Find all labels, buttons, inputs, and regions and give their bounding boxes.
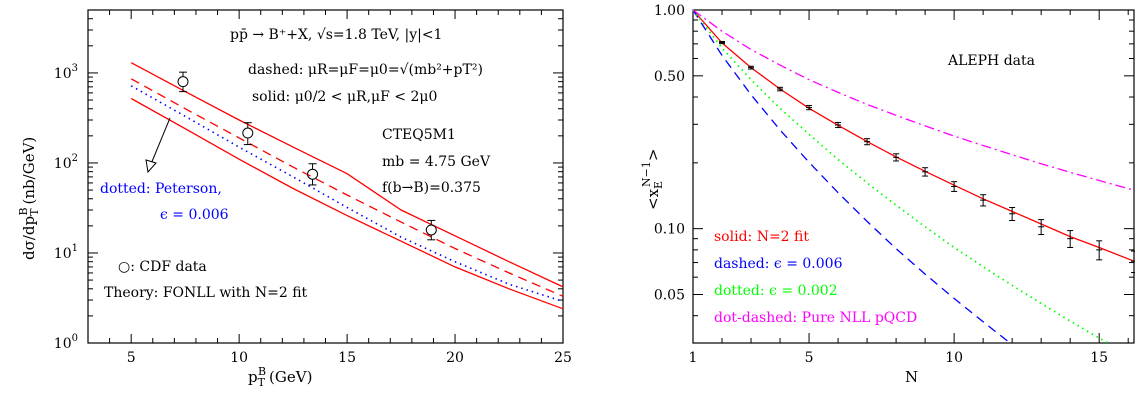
left-panel: 5 10 15 20 25 100 101 102 103 pTB (GeV) dσ/dpTB(n… — [17, 9, 572, 389]
right-panel: 1 5 10 151.000.500.100.05 N <xEN−1> ALEPH d… — [640, 3, 1135, 386]
left-process-text: pp̄ → B⁺+X, √s=1.8 TeV, |y|<1 — [230, 27, 442, 43]
right-plot-frame — [692, 9, 1135, 344]
left-theory-text: Theory: FONLL with N=2 fit — [104, 285, 308, 301]
left-cdf-text: ○: CDF data — [118, 259, 207, 275]
right-x-tick-label: 1 — [689, 350, 698, 366]
right-curve-dashed — [692, 9, 1011, 344]
left-dotted-label-2: ϵ = 0.006 — [160, 207, 229, 223]
right-curve-dotted — [692, 9, 1109, 344]
left-curves — [130, 62, 564, 310]
left-solid-text: solid: μ0/2 < μR,μF < 2μ0 — [252, 89, 437, 105]
left-curve-dotted-3 — [130, 85, 564, 303]
right-aleph-text: ALEPH data — [947, 53, 1035, 69]
right-legend-solid: solid: N=2 fit — [714, 229, 809, 245]
left-pdf-text: CTEQ5M1 — [382, 127, 456, 143]
left-dashed-text: dashed: μR=μF=μ0=√(mb²+pT²) — [248, 62, 483, 78]
right-y-tick-label: 1.00 — [654, 3, 685, 19]
left-axis-ticks: 5 10 15 20 25 100 101 102 103 — [54, 9, 572, 366]
left-y-tick-label: 100 — [54, 333, 78, 352]
right-x-tick-label: 10 — [945, 350, 963, 366]
right-legend-dotted: dotted: ϵ = 0.002 — [714, 283, 838, 299]
left-y-tick-label: 102 — [54, 153, 78, 172]
right-axis-ticks: 1 5 10 151.000.500.100.05 — [654, 3, 1134, 366]
right-y-tick-label: 0.50 — [654, 69, 685, 85]
left-curve-solid-0 — [130, 62, 564, 288]
left-x-tick-label: 15 — [338, 350, 356, 366]
left-x-tick-label: 25 — [554, 350, 572, 366]
left-data-point — [242, 127, 254, 139]
right-ylabel: <xEN−1> — [640, 149, 665, 210]
right-legend-dotdashed: dot-dashed: Pure NLL pQCD — [714, 310, 917, 326]
left-frag-text: f(b→B)=0.375 — [382, 180, 481, 196]
left-x-tick-label: 20 — [446, 350, 464, 366]
left-xlabel: pTB (GeV) — [248, 365, 312, 389]
left-data-point — [425, 224, 437, 236]
right-curve-solid — [692, 9, 1135, 262]
left-x-tick-label: 10 — [230, 350, 248, 366]
left-curve-dashed-1 — [130, 78, 564, 297]
right-data-points — [719, 40, 1135, 274]
left-curve-solid-2 — [130, 97, 564, 310]
left-y-tick-label: 103 — [54, 63, 78, 82]
left-mass-text: mb = 4.75 GeV — [382, 154, 491, 170]
left-data-point — [177, 76, 189, 88]
right-curves — [692, 9, 1135, 344]
right-x-tick-label: 15 — [1090, 350, 1108, 366]
right-xlabel: N — [905, 368, 918, 386]
left-y-tick-label: 101 — [54, 243, 78, 262]
right-y-tick-label: 0.05 — [654, 287, 685, 303]
left-dotted-label-1: dotted: Peterson, — [100, 181, 222, 197]
left-ylabel: dσ/dpTB(nb/GeV) — [17, 137, 41, 260]
left-arrow-head — [145, 159, 157, 174]
left-data-point — [307, 168, 319, 180]
right-y-tick-label: 0.10 — [654, 222, 685, 238]
left-data-points — [177, 71, 437, 241]
right-legend-dashed: dashed: ϵ = 0.006 — [714, 256, 843, 272]
right-curve-dotdashed — [692, 9, 1135, 191]
left-x-tick-label: 5 — [127, 350, 136, 366]
right-x-tick-label: 5 — [805, 350, 814, 366]
left-arrow-line — [150, 117, 171, 165]
